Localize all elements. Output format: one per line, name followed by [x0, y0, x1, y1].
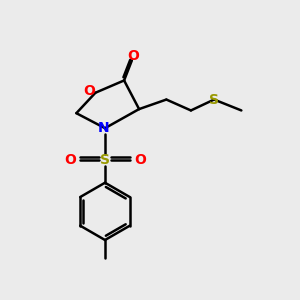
Text: O: O [64, 152, 76, 167]
Text: S: S [209, 92, 219, 106]
Text: O: O [128, 49, 140, 63]
Text: O: O [83, 84, 95, 98]
Text: N: N [98, 121, 109, 135]
Text: S: S [100, 152, 110, 167]
Text: O: O [134, 152, 146, 167]
